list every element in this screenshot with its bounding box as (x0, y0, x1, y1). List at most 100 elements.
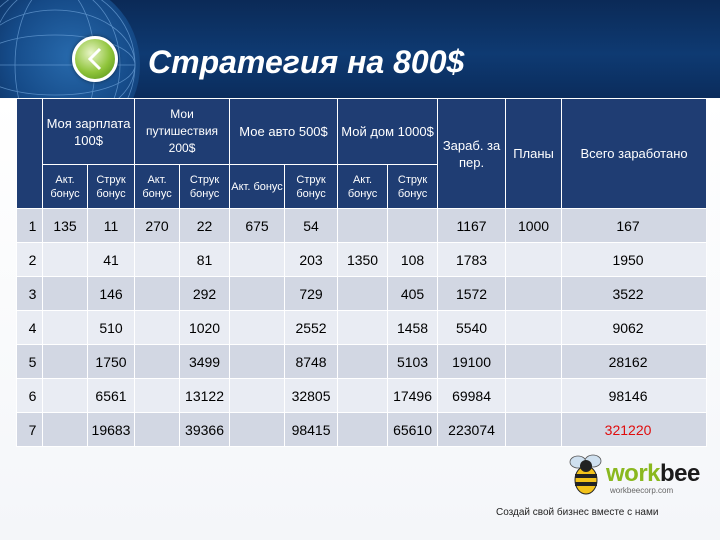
subheader-cell: Акт. бонус (229, 164, 286, 209)
bonus-cell (42, 378, 88, 413)
bonus-cell: 1750 (86, 344, 136, 379)
bonus-cell (229, 344, 286, 379)
table-row: 1 135 11 270 22 675 54 1167 1000 167 (16, 208, 708, 243)
back-button[interactable] (72, 36, 118, 82)
header-total: Всего заработано (561, 98, 708, 209)
bonus-cell: 270 (134, 208, 181, 243)
table-row: 2 41 81 203 1350 108 1783 1950 (16, 242, 708, 277)
plans-cell (505, 344, 563, 379)
bonus-cell: 675 (229, 208, 286, 243)
bonus-cell: 65610 (387, 412, 439, 447)
workbee-logo: workbee workbeecorp.com (566, 450, 700, 498)
row-number: 4 (16, 310, 43, 345)
bonus-cell: 6561 (86, 378, 136, 413)
table-row: 3 146 292 729 405 1572 3522 (16, 276, 708, 311)
bonus-cell (134, 344, 181, 379)
plans-cell (505, 310, 563, 345)
total-cell: 1950 (561, 242, 708, 277)
bonus-cell: 11 (86, 208, 136, 243)
total-cell: 28162 (561, 344, 708, 379)
bonus-cell: 41 (86, 242, 136, 277)
table-header-row: Моя зарплата 100$ Мои путишествия 200$ М… (16, 98, 708, 209)
bonus-cell (134, 242, 181, 277)
plans-cell (505, 378, 563, 413)
row-number: 3 (16, 276, 43, 311)
bonus-cell (134, 276, 181, 311)
bonus-cell (229, 412, 286, 447)
bonus-cell: 39366 (179, 412, 231, 447)
bonus-cell (229, 310, 286, 345)
plans-cell (505, 242, 563, 277)
bonus-cell (337, 412, 389, 447)
bonus-cell (229, 276, 286, 311)
subheader-cell: Струк бонус (387, 164, 439, 209)
earned-cell: 223074 (437, 412, 507, 447)
subheader-cell: Акт. бонус (134, 164, 181, 209)
plans-cell (505, 276, 563, 311)
subheader-cell: Струк бонус (179, 164, 231, 209)
header-salary: Моя зарплата 100$ (41, 98, 136, 165)
bonus-cell: 146 (86, 276, 136, 311)
bonus-cell: 81 (179, 242, 231, 277)
bonus-cell: 54 (284, 208, 339, 243)
table-row: 5 1750 3499 8748 5103 19100 28162 (16, 344, 708, 379)
total-cell: 321220 (561, 412, 708, 447)
plans-cell (505, 412, 563, 447)
row-number: 5 (16, 344, 43, 379)
bonus-cell: 19683 (86, 412, 136, 447)
logo-subtitle: workbeecorp.com (610, 486, 674, 495)
logo-wordmark: workbee (606, 460, 700, 488)
bonus-cell: 3499 (179, 344, 231, 379)
bonus-cell (229, 378, 286, 413)
bonus-cell: 32805 (284, 378, 339, 413)
header-car: Мое авто 500$ (229, 98, 339, 165)
bonus-cell (337, 344, 389, 379)
earned-cell: 5540 (437, 310, 507, 345)
row-number: 6 (16, 378, 43, 413)
bonus-cell: 510 (86, 310, 136, 345)
table-row: 6 6561 13122 32805 17496 69984 98146 (16, 378, 708, 413)
subheader-cell: Акт. бонус (337, 164, 389, 209)
bonus-cell: 292 (179, 276, 231, 311)
earned-cell: 1572 (437, 276, 507, 311)
bonus-cell: 2552 (284, 310, 339, 345)
page-title: Стратегия на 800$ (148, 44, 465, 80)
header-earned: Зараб. за пер. (437, 98, 507, 209)
bonus-cell: 405 (387, 276, 439, 311)
bonus-cell (134, 412, 181, 447)
row-number: 2 (16, 242, 43, 277)
bonus-cell (42, 276, 88, 311)
bonus-cell: 8748 (284, 344, 339, 379)
bonus-cell: 1350 (337, 242, 389, 277)
subheader-cell: Струк бонус (284, 164, 339, 209)
table-row: 7 19683 39366 98415 65610 223074 321220 (16, 412, 708, 447)
globe-grid (0, 0, 136, 98)
bonus-cell (134, 310, 181, 345)
table-subheader-row: Акт. бонус Струк бонус Акт. бонус Струк … (17, 164, 707, 209)
bonus-cell: 108 (387, 242, 439, 277)
bonus-cell (387, 208, 439, 243)
bee-icon (569, 454, 602, 495)
bonus-cell: 22 (179, 208, 231, 243)
bonus-cell (229, 242, 286, 277)
total-cell: 9062 (561, 310, 708, 345)
header-travel: Мои путишествия 200$ (134, 98, 231, 165)
logo-word-b: bee (660, 460, 700, 487)
row-number: 7 (16, 412, 43, 447)
total-cell: 3522 (561, 276, 708, 311)
row-number: 1 (16, 208, 43, 243)
bonus-cell (337, 310, 389, 345)
bonus-cell (337, 276, 389, 311)
bonus-cell: 1020 (179, 310, 231, 345)
total-cell: 167 (561, 208, 708, 243)
chevron-left-icon (87, 47, 102, 71)
bonus-cell (42, 344, 88, 379)
bonus-cell: 729 (284, 276, 339, 311)
logo-word-a: work (606, 460, 661, 487)
plans-cell: 1000 (505, 208, 563, 243)
bonus-cell: 1458 (387, 310, 439, 345)
bonus-cell: 13122 (179, 378, 231, 413)
bonus-cell (337, 208, 389, 243)
bonus-cell: 5103 (387, 344, 439, 379)
header-corner (16, 98, 43, 209)
